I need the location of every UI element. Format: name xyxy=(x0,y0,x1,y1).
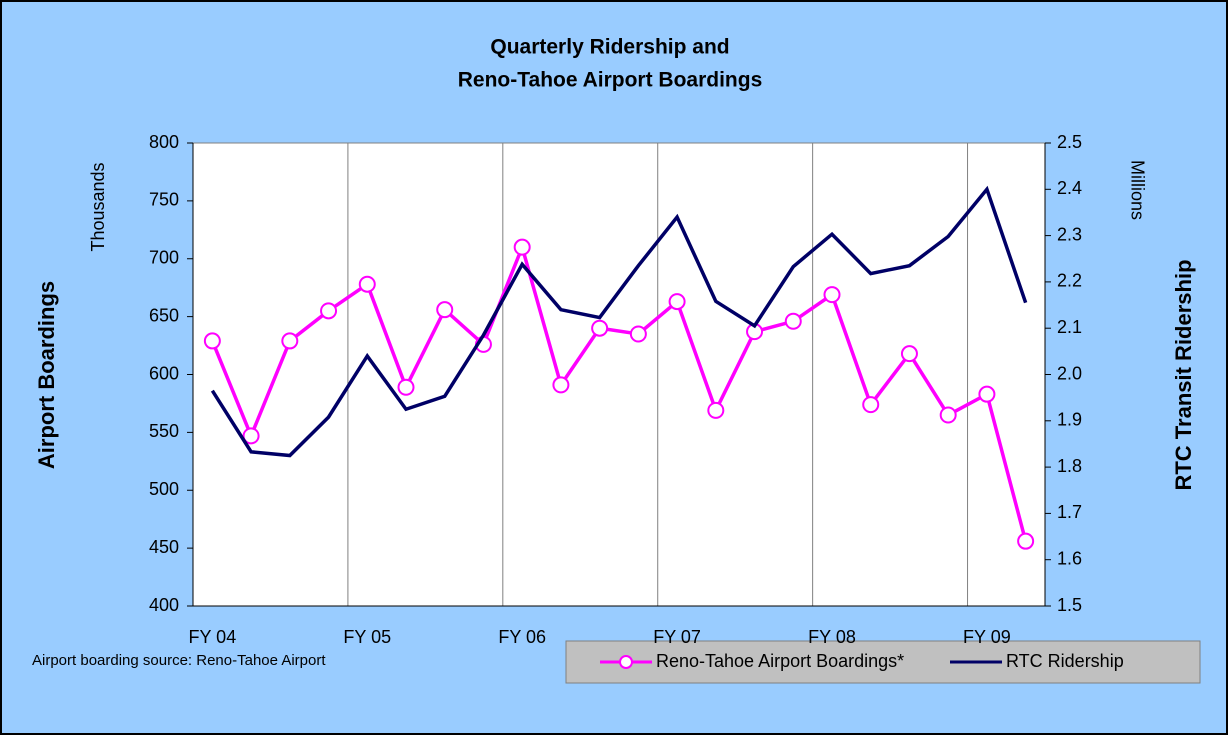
point-marker xyxy=(358,275,376,293)
x-tick-label: FY 08 xyxy=(808,627,856,647)
point-marker xyxy=(242,427,260,445)
point-marker xyxy=(668,293,686,311)
legend-label: RTC Ridership xyxy=(1006,651,1124,671)
y2-axis-units: Millions xyxy=(1127,160,1147,220)
y2-axis-label: RTC Transit Ridership xyxy=(1171,259,1196,490)
y-axis-label: Airport Boardings xyxy=(34,281,59,469)
point-marker xyxy=(629,325,647,343)
point-marker xyxy=(436,301,454,319)
y-tick-label: 550 xyxy=(149,421,179,441)
legend-marker xyxy=(619,655,633,669)
y-tick-label: 450 xyxy=(149,537,179,557)
y2-tick-label: 2.3 xyxy=(1057,224,1082,244)
x-tick-label: FY 09 xyxy=(963,627,1011,647)
x-tick-label: FY 05 xyxy=(343,627,391,647)
x-tick-label: FY 04 xyxy=(189,627,237,647)
point-marker xyxy=(591,319,609,337)
y2-tick-label: 1.9 xyxy=(1057,410,1082,430)
source-note: Airport boarding source: Reno-Tahoe Airp… xyxy=(32,652,326,669)
x-tick-label: FY 06 xyxy=(498,627,546,647)
y-axis-units: Thousands xyxy=(88,162,108,251)
point-marker xyxy=(397,378,415,396)
point-marker xyxy=(823,286,841,304)
y2-tick-label: 2.4 xyxy=(1057,178,1082,198)
point-marker xyxy=(978,385,996,403)
y-tick-label: 650 xyxy=(149,305,179,325)
point-marker xyxy=(513,238,531,256)
y2-tick-label: 2.5 xyxy=(1057,132,1082,152)
chart-title: Quarterly Ridership and xyxy=(490,36,729,59)
point-marker xyxy=(320,302,338,320)
x-tick-label: FY 07 xyxy=(653,627,701,647)
y2-tick-label: 2.2 xyxy=(1057,271,1082,291)
y-tick-label: 400 xyxy=(149,595,179,615)
y-tick-label: 600 xyxy=(149,363,179,383)
series-line xyxy=(210,185,1028,458)
y2-tick-label: 2.1 xyxy=(1057,317,1082,337)
legend-box xyxy=(565,640,1201,684)
y-tick-label: 750 xyxy=(149,190,179,210)
y2-tick-label: 1.6 xyxy=(1057,548,1082,568)
y2-tick-label: 1.8 xyxy=(1057,456,1082,476)
point-marker xyxy=(707,401,725,419)
point-marker xyxy=(1017,532,1035,550)
y2-tick-label: 1.7 xyxy=(1057,502,1082,522)
y2-tick-label: 2.0 xyxy=(1057,363,1082,383)
y-tick-label: 800 xyxy=(149,132,179,152)
y-tick-label: 700 xyxy=(149,248,179,268)
point-marker xyxy=(784,312,802,330)
point-marker xyxy=(939,406,957,424)
y2-tick-label: 1.5 xyxy=(1057,595,1082,615)
point-marker xyxy=(900,345,918,363)
y-tick-label: 500 xyxy=(149,479,179,499)
plot-area xyxy=(192,142,1046,607)
point-marker xyxy=(203,332,221,350)
legend-label: Reno-Tahoe Airport Boardings* xyxy=(656,651,904,671)
point-marker xyxy=(862,396,880,414)
chart-title: Reno-Tahoe Airport Boardings xyxy=(458,69,763,92)
point-marker xyxy=(552,376,570,394)
point-marker xyxy=(281,332,299,350)
series-line xyxy=(210,241,1028,542)
